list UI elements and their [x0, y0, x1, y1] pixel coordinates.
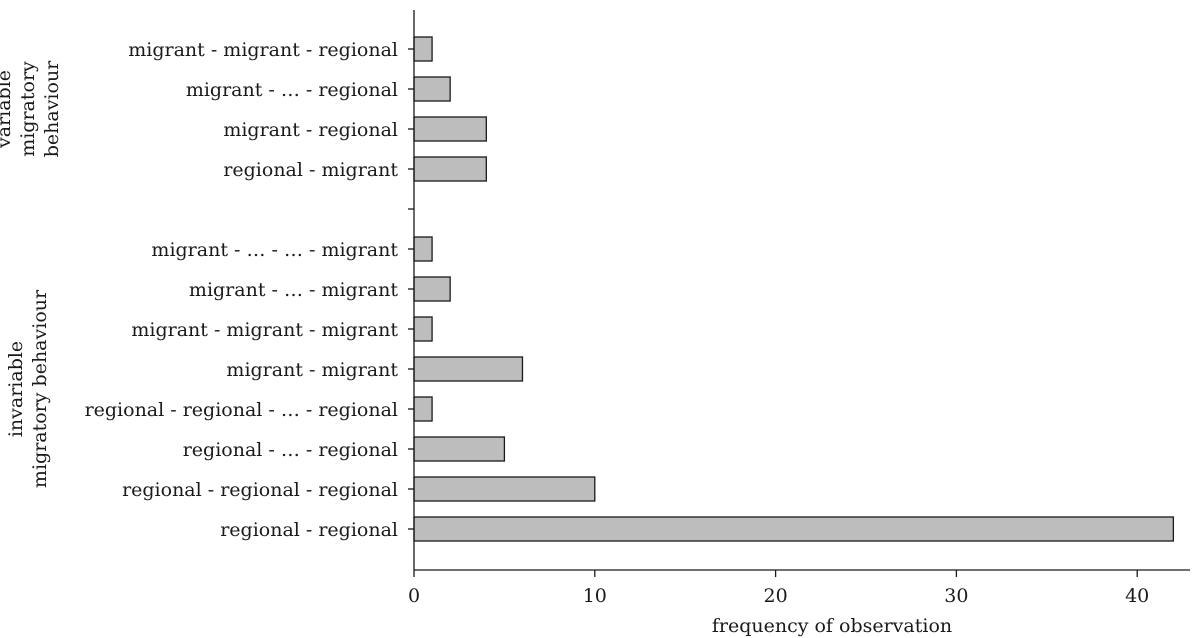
bar	[413, 116, 487, 142]
bar	[413, 516, 1175, 542]
group-label-line: migratory	[17, 61, 39, 157]
bar	[413, 276, 451, 302]
category-label: regional - migrant	[223, 159, 398, 181]
category-label: migrant - migrant	[226, 359, 398, 381]
x-tick-label: 40	[1125, 585, 1149, 607]
x-axis-ticks-layer: 0 10 20 30 40	[408, 570, 1149, 607]
category-label: migrant - … - … - migrant	[151, 239, 398, 261]
bar	[413, 396, 433, 422]
x-tick-label: 20	[764, 585, 788, 607]
bar	[413, 316, 433, 342]
category-label: migrant - … - migrant	[189, 279, 398, 301]
bar	[413, 236, 433, 262]
bar	[413, 36, 433, 62]
y-axis-ticks-layer	[408, 48, 414, 530]
category-label: migrant - regional	[223, 119, 398, 141]
x-tick-label: 0	[408, 585, 420, 607]
bar	[413, 156, 487, 182]
group-label-line: behaviour	[41, 60, 63, 157]
group-label-line: invariable	[5, 341, 27, 437]
category-label: regional - … - regional	[183, 439, 398, 461]
bar	[413, 76, 451, 102]
bar	[413, 356, 524, 382]
x-tick-label: 30	[944, 585, 968, 607]
group-label: variable migratory behaviour	[0, 60, 63, 157]
category-label: migrant - … - regional	[186, 79, 398, 101]
bar	[413, 436, 506, 462]
group-label-line: migratory behaviour	[29, 289, 51, 488]
group-label-line: variable	[0, 70, 15, 149]
category-label: regional - regional	[220, 519, 398, 541]
category-labels-layer: migrant - migrant - regional migrant - … …	[85, 39, 399, 541]
x-tick-label: 10	[583, 585, 607, 607]
bar	[413, 476, 596, 502]
x-axis-title: frequency of observation	[712, 615, 952, 637]
category-label: migrant - migrant - regional	[128, 39, 398, 61]
category-label: regional - regional - … - regional	[85, 399, 398, 421]
category-label: regional - regional - regional	[122, 479, 398, 501]
group-label: invariable migratory behaviour	[5, 289, 51, 488]
category-label: migrant - migrant - migrant	[131, 319, 398, 341]
bars-layer	[413, 36, 1175, 542]
